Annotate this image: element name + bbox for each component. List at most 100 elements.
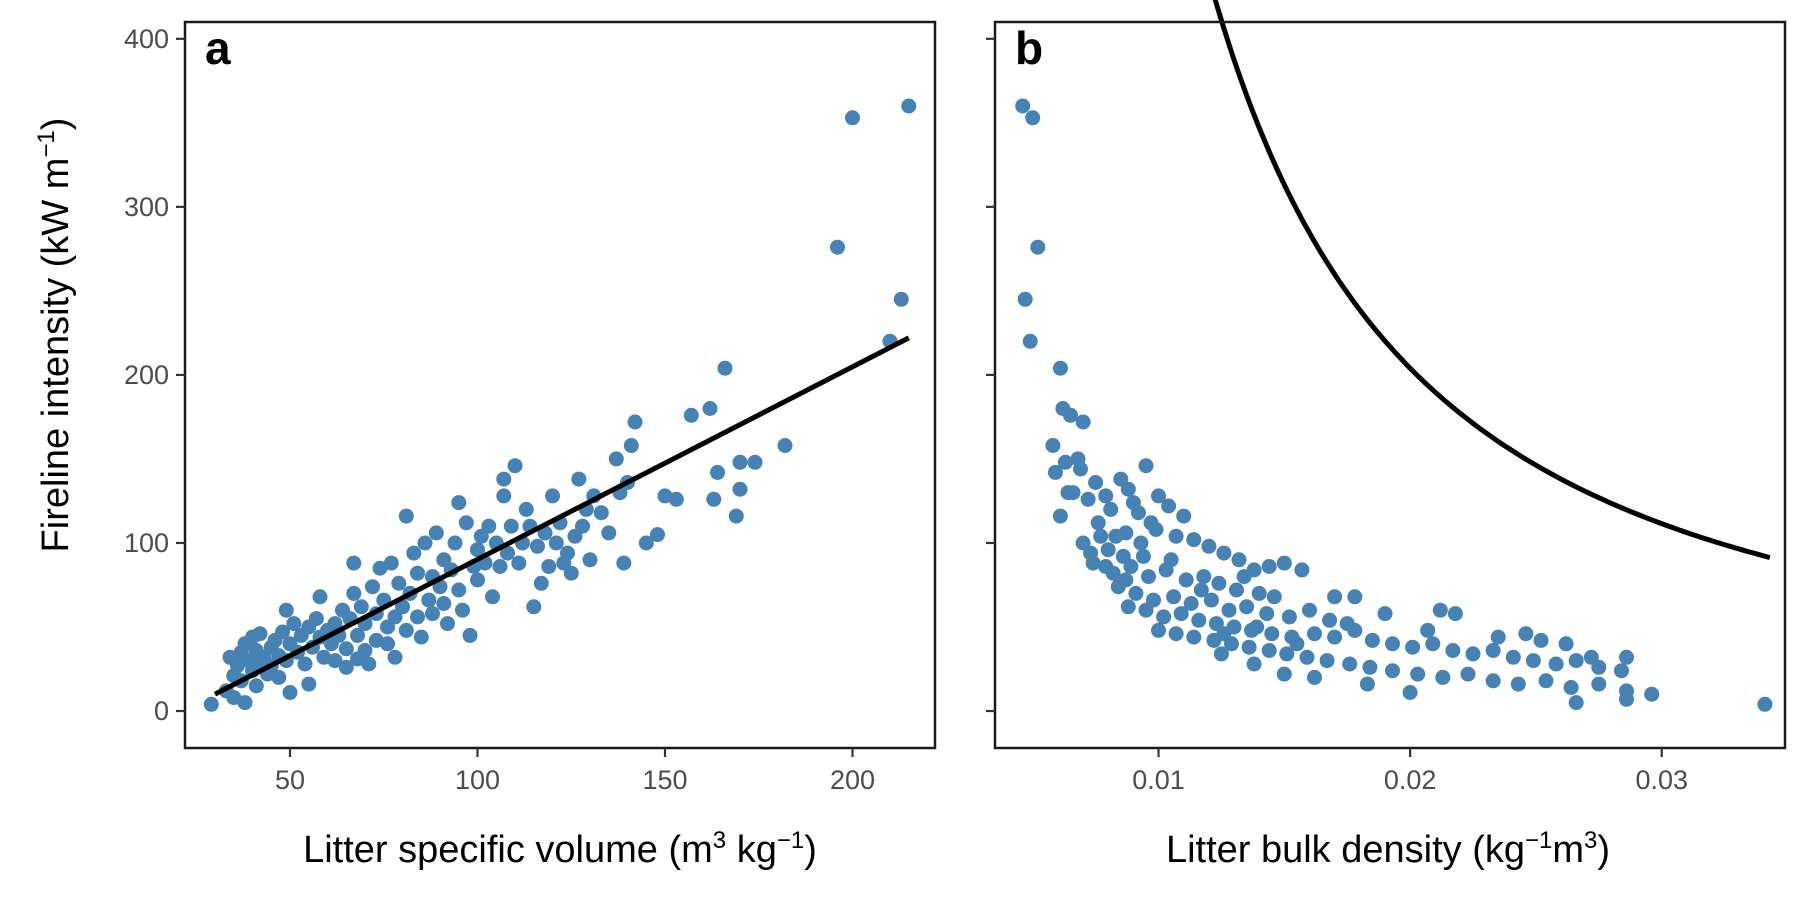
- data-point: [1402, 685, 1418, 700]
- y-tick-label: 100: [124, 528, 169, 558]
- data-point: [1022, 333, 1038, 349]
- data-point: [1289, 636, 1305, 652]
- data-point: [1138, 458, 1154, 474]
- data-point: [1377, 606, 1393, 622]
- data-point: [1221, 602, 1237, 618]
- data-point: [1151, 488, 1166, 504]
- data-point: [286, 616, 302, 632]
- data-point: [470, 572, 485, 588]
- data-point: [346, 585, 362, 601]
- data-point: [1130, 505, 1146, 521]
- data-point: [417, 535, 433, 551]
- data-point: [421, 592, 437, 608]
- panel-b: Litter bulk density (kg−1m3) 0.01 0.02 0.0…: [986, 0, 1787, 871]
- data-point: [1176, 508, 1192, 524]
- data-point: [1510, 676, 1526, 692]
- data-point: [1563, 680, 1579, 695]
- data-point: [1203, 592, 1219, 608]
- data-point: [732, 454, 748, 470]
- data-point: [1327, 629, 1343, 645]
- panel-b-x-axis-title: Litter bulk density (kg−1m3): [1166, 827, 1610, 871]
- data-point: [1347, 589, 1363, 605]
- y-axis-title: Fireline intensity (kW m−1): [33, 118, 77, 553]
- data-point: [1568, 695, 1584, 711]
- data-point: [308, 611, 324, 627]
- data-point: [1239, 599, 1255, 615]
- data-point: [1261, 559, 1277, 574]
- data-point: [1568, 653, 1584, 669]
- data-point: [406, 545, 422, 561]
- data-point: [1080, 491, 1096, 507]
- data-point: [1193, 582, 1209, 598]
- data-point: [410, 565, 425, 581]
- data-point: [1103, 501, 1119, 517]
- data-point: [593, 505, 609, 521]
- panel-a-x-axis-title: Litter specific volume (m3 kg−1): [303, 827, 817, 871]
- data-point: [1359, 676, 1375, 692]
- data-point: [338, 641, 354, 657]
- data-point: [365, 579, 380, 595]
- data-point: [361, 656, 377, 672]
- data-point: [1281, 609, 1297, 625]
- panel-a-fit-line: [213, 335, 910, 697]
- data-point: [425, 606, 440, 622]
- data-point: [717, 360, 733, 376]
- data-point: [1405, 639, 1421, 655]
- data-point: [1518, 626, 1534, 642]
- data-point: [312, 589, 328, 605]
- data-point: [830, 239, 845, 255]
- data-point: [470, 542, 485, 558]
- data-point: [571, 471, 587, 487]
- data-point: [1213, 646, 1229, 662]
- y-tick-label: 400: [124, 24, 169, 54]
- panel-b-x-title-sup: 3: [1584, 827, 1597, 854]
- data-point: [1445, 643, 1461, 658]
- y-axis-title-superscript: −1: [33, 130, 60, 157]
- data-point: [1229, 582, 1244, 598]
- y-axis-title-main: Fireline intensity (kW m: [35, 158, 77, 553]
- data-point: [1236, 569, 1252, 585]
- data-point: [1420, 622, 1436, 638]
- panel-a-x-title-part: Litter specific volume (m: [303, 829, 713, 871]
- data-point: [1118, 572, 1134, 588]
- data-point: [237, 695, 253, 711]
- data-point: [1173, 606, 1189, 622]
- data-point: [1319, 653, 1335, 669]
- x-tick-label: 100: [455, 765, 500, 795]
- data-point: [545, 488, 560, 504]
- data-point: [1460, 666, 1476, 682]
- data-point: [1138, 602, 1154, 618]
- panel-b-tag: b: [1015, 22, 1043, 74]
- data-point: [623, 438, 639, 453]
- data-point: [1307, 669, 1322, 685]
- data-point: [1073, 461, 1088, 477]
- y-tick-label: 0: [154, 696, 169, 726]
- data-point: [1025, 110, 1041, 126]
- data-point: [1485, 643, 1501, 658]
- data-point: [702, 401, 718, 416]
- data-point: [436, 596, 452, 611]
- panel-a-frame: [183, 20, 937, 750]
- data-point: [1057, 454, 1073, 470]
- data-point: [1017, 291, 1033, 307]
- y-axis-title-close: ): [35, 118, 77, 131]
- data-point: [530, 538, 545, 554]
- data-point: [668, 491, 684, 507]
- data-point: [492, 559, 508, 574]
- data-point: [485, 589, 500, 605]
- data-point: [1166, 589, 1182, 605]
- data-point: [1279, 646, 1295, 662]
- data-point: [496, 471, 512, 487]
- data-point: [1264, 626, 1280, 642]
- data-point: [1191, 612, 1207, 628]
- data-point: [575, 518, 590, 534]
- x-tick-label: 150: [642, 765, 687, 795]
- panel-a-x-title-sup: −1: [777, 827, 804, 854]
- data-point: [1052, 508, 1068, 524]
- data-point: [1505, 649, 1521, 665]
- x-tick-label: 50: [275, 765, 305, 795]
- data-point: [1251, 585, 1267, 601]
- data-point: [1246, 656, 1262, 672]
- data-point: [1113, 471, 1129, 487]
- panel-a-tag: a: [205, 22, 231, 74]
